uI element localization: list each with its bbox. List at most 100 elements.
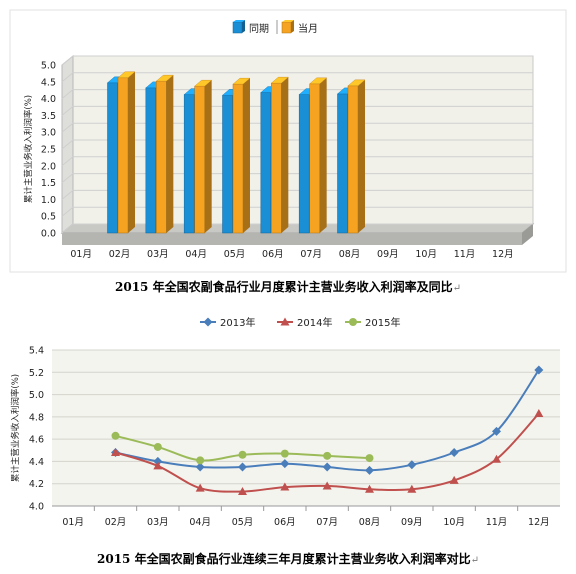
x-tick-label: 10月: [415, 249, 437, 260]
gridline: [61, 189, 533, 200]
x-tick-label: 11月: [454, 249, 476, 260]
bar: [155, 74, 174, 234]
series: [111, 431, 374, 465]
data-point: [449, 448, 459, 458]
data-point: [365, 454, 374, 463]
data-point: [280, 317, 290, 326]
legend-item: 2013年: [200, 316, 255, 329]
x-tick-label: 11月: [486, 517, 508, 528]
return-mark: ↵: [470, 555, 479, 566]
data-point: [322, 481, 332, 490]
y-tick-label: 4.2: [29, 479, 44, 490]
x-tick-label: 06月: [262, 249, 284, 260]
y-tick-label: 5.0: [41, 61, 56, 72]
gridline: [61, 206, 533, 217]
gridline: [61, 223, 533, 234]
bar: [270, 76, 289, 234]
y-tick-label: 2.0: [41, 161, 56, 172]
x-tick-label: 02月: [105, 517, 127, 528]
y-tick-label: 3.0: [41, 128, 56, 139]
x-tick-label: 01月: [70, 249, 92, 260]
legend-item: 2015年: [345, 316, 400, 329]
y-tick-label: 3.5: [41, 111, 56, 122]
line-chart-title: 2015 年全国农副食品行业连续三年月度累计主营业务收入利润率对比: [97, 552, 471, 566]
x-tick-label: 12月: [528, 517, 550, 528]
gridline: [61, 173, 533, 183]
data-point: [238, 450, 247, 459]
x-tick-label: 07月: [316, 517, 338, 528]
series: [111, 365, 544, 475]
bar: [117, 71, 136, 234]
x-tick-label: 07月: [300, 249, 322, 260]
chart-floor-edge: [62, 233, 522, 245]
y-tick-label: 1.5: [41, 178, 56, 189]
legend-item: 同期: [232, 20, 269, 35]
data-point: [153, 461, 163, 470]
x-tick-label: 09月: [401, 517, 423, 528]
data-point: [153, 442, 162, 451]
x-tick-label: 06月: [274, 517, 296, 528]
data-point: [365, 484, 374, 493]
x-tick-label: 03月: [147, 249, 169, 260]
series: [111, 409, 544, 496]
data-point: [534, 365, 544, 375]
bar-chart-title: 2015 年全国农副食品行业月度累计主营业务收入利润率及同比: [115, 280, 453, 294]
gridline: [61, 89, 533, 99]
gridline: [61, 156, 533, 167]
bar: [232, 77, 251, 234]
data-point: [492, 454, 501, 463]
bar-chart-panel: 0.0 0.5 1.0 1.5 2.0 2.5 3.0 3.5 4.0 4.5 5.0 累计主营业务收…: [0, 9, 576, 295]
data-point: [534, 409, 544, 418]
bar-chart-caption: 2015 年全国农副食品行业月度累计主营业务收入利润率及同比↵: [0, 278, 576, 295]
x-tick-label: 03月: [147, 517, 169, 528]
x-tick-label: 04月: [185, 249, 207, 260]
data-point: [280, 449, 289, 458]
return-mark: ↵: [452, 283, 461, 294]
legend-label: 当月: [298, 22, 318, 35]
gridline: [61, 105, 533, 116]
legend-swatch: [232, 21, 243, 34]
y-tick-label: 4.8: [29, 412, 44, 423]
data-point: [203, 317, 213, 327]
data-point: [111, 448, 120, 457]
legend-item: 当月: [281, 20, 318, 35]
line-chart-panel: 4.0 4.2 4.4 4.6 4.8 5.0 5.2 5.4 01月 02月 03月 04月 05月 0…: [0, 300, 576, 574]
x-tick-label: 12月: [492, 249, 514, 260]
y-axis-title: 累计主营业务收入利润率(%): [23, 95, 34, 203]
legend-swatch: [281, 21, 292, 34]
x-tick-label: 04月: [189, 517, 211, 528]
gridline: [61, 72, 533, 83]
data-point: [195, 483, 205, 492]
y-tick-label: 0.5: [41, 212, 56, 223]
y-tick-label: 5.2: [29, 368, 44, 379]
x-tick-label: 10月: [443, 517, 465, 528]
legend-label: 同期: [249, 23, 269, 35]
x-tick-label: 05月: [224, 249, 246, 260]
data-point: [238, 487, 247, 496]
y-tick-label: 4.4: [29, 457, 44, 468]
x-tick-label: 08月: [339, 249, 361, 260]
legend-item: 2014年: [277, 316, 332, 329]
y-tick-label: 4.6: [29, 435, 44, 446]
y-tick-label: 4.0: [29, 502, 44, 513]
gridline: [61, 139, 533, 150]
gridline: [61, 122, 533, 133]
data-point: [196, 456, 205, 465]
y-tick-label: 4.0: [41, 94, 56, 105]
bar: [194, 79, 213, 234]
chart-floor-edge-side: [522, 224, 533, 245]
data-point: [407, 484, 417, 493]
y-tick-label: 5.4: [29, 346, 44, 357]
y-tick-label: 0.0: [41, 229, 56, 240]
line-chart: 4.0 4.2 4.4 4.6 4.8 5.0 5.2 5.4 01月 02月 03月 04月 05月 0…: [10, 316, 560, 528]
legend-label: 2013年: [220, 316, 255, 329]
data-point: [449, 475, 459, 484]
data-point: [111, 431, 120, 440]
y-tick-label: 1.0: [41, 195, 56, 206]
data-point: [238, 462, 247, 472]
data-point: [365, 465, 374, 475]
plot-area: [52, 350, 560, 506]
data-point: [322, 462, 332, 472]
bar: [309, 77, 328, 234]
data-point: [349, 318, 357, 326]
